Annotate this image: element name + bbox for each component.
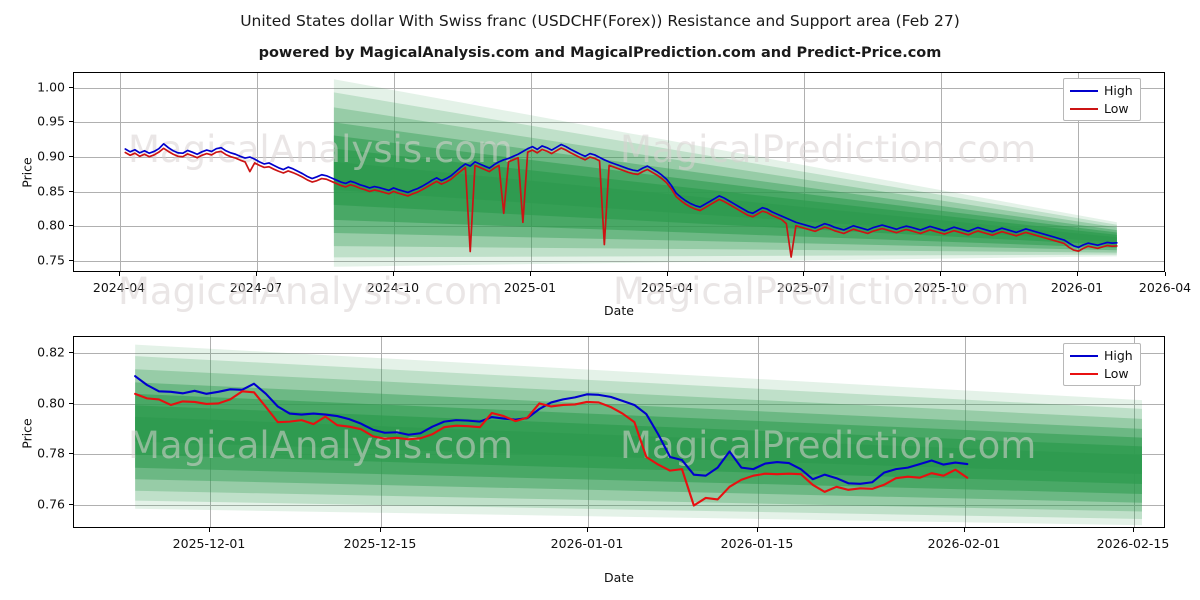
x-axis-tick-label: 2025-10 [913, 280, 967, 295]
gridline-vertical [804, 73, 805, 271]
y-axis-tick-label: 0.82 [37, 344, 65, 360]
legend-label-low: Low [1104, 101, 1129, 116]
y-axis-tick-label: 0.78 [37, 445, 65, 461]
x-axis-tick-label: 2026-01-15 [720, 536, 794, 551]
overview-x-axis-title: Date [604, 303, 634, 318]
x-axis-tick-label: 2025-04 [640, 280, 694, 295]
gridline-horizontal [74, 505, 1164, 506]
legend-label-high-zoom: High [1104, 348, 1133, 363]
y-axis-tick-label: 0.80 [37, 395, 65, 411]
zoom-x-axis-title: Date [604, 570, 634, 585]
y-tick [69, 352, 73, 353]
x-axis-tick-label: 2025-07 [776, 280, 830, 295]
y-tick [69, 225, 73, 226]
overview-legend: High Low [1063, 78, 1141, 121]
legend-swatch-high-zoom [1070, 354, 1098, 357]
x-axis-tick-label: 2026-04 [1138, 280, 1192, 295]
price-series-low [124, 147, 1118, 258]
legend-swatch-low-zoom [1070, 372, 1098, 375]
overview-chart-panel [73, 72, 1165, 272]
zoom-legend: High Low [1063, 343, 1141, 386]
x-tick [380, 528, 381, 532]
legend-swatch-low [1070, 107, 1098, 110]
y-axis-tick-label: 0.80 [37, 217, 65, 233]
x-axis-tick-label: 2026-01-01 [550, 536, 624, 551]
y-tick [69, 260, 73, 261]
x-tick [940, 272, 941, 276]
gridline-vertical [1134, 337, 1135, 527]
gridline-horizontal [74, 122, 1164, 123]
y-tick [69, 504, 73, 505]
legend-entry-low-zoom: Low [1070, 366, 1133, 381]
x-axis-tick-label: 2024-10 [366, 280, 420, 295]
legend-label-low-zoom: Low [1104, 366, 1129, 381]
gridline-horizontal [74, 353, 1164, 354]
gridline-horizontal [74, 404, 1164, 405]
price-series-high [134, 375, 969, 485]
x-axis-tick-label: 2026-02-15 [1096, 536, 1170, 551]
y-tick [69, 121, 73, 122]
y-tick [69, 403, 73, 404]
zoom-plot-frame [73, 336, 1165, 528]
gridline-vertical [257, 73, 258, 271]
gridline-vertical [941, 73, 942, 271]
legend-entry-high-zoom: High [1070, 348, 1133, 363]
gridline-horizontal [74, 88, 1164, 89]
x-axis-tick-label: 2026-01 [1050, 280, 1104, 295]
y-tick [69, 191, 73, 192]
x-axis-tick-label: 2024-07 [229, 280, 283, 295]
legend-entry-high: High [1070, 83, 1133, 98]
y-axis-tick-label: 0.95 [37, 113, 65, 129]
x-tick [1165, 272, 1166, 276]
y-tick [69, 453, 73, 454]
zoom-price-lines [134, 375, 969, 507]
legend-entry-low: Low [1070, 101, 1133, 116]
x-tick [757, 528, 758, 532]
price-series-high [124, 142, 1118, 249]
zoom-chart-panel [73, 336, 1165, 528]
gridline-vertical [668, 73, 669, 271]
gridline-vertical [1078, 73, 1079, 271]
price-series-low [134, 390, 969, 507]
y-axis-tick-label: 0.75 [37, 252, 65, 268]
overview-price-lines [124, 142, 1118, 258]
x-tick [803, 272, 804, 276]
resistance-support-band [135, 416, 1142, 474]
gridline-horizontal [74, 261, 1164, 262]
overview-plot-frame [73, 72, 1165, 272]
x-tick [119, 272, 120, 276]
x-tick [1077, 272, 1078, 276]
overview-support-resistance-bands [333, 79, 1117, 267]
x-tick [667, 272, 668, 276]
page-title: United States dollar With Swiss franc (U… [240, 12, 960, 30]
legend-label-high: High [1104, 83, 1133, 98]
x-tick [587, 528, 588, 532]
x-tick [530, 272, 531, 276]
x-tick [393, 272, 394, 276]
x-axis-tick-label: 2025-12-01 [172, 536, 246, 551]
x-axis-tick-label: 2026-02-01 [927, 536, 1001, 551]
y-tick [69, 87, 73, 88]
x-tick [256, 272, 257, 276]
y-axis-tick-label: 0.90 [37, 148, 65, 164]
y-tick [69, 156, 73, 157]
y-axis-tick-label: 0.76 [37, 496, 65, 512]
gridline-horizontal [74, 157, 1164, 158]
legend-swatch-high [1070, 89, 1098, 92]
x-tick [964, 528, 965, 532]
page-subtitle: powered by MagicalAnalysis.com and Magic… [258, 45, 942, 61]
gridline-vertical [120, 73, 121, 271]
y-axis-tick-label: 0.85 [37, 183, 65, 199]
y-axis-tick-label: 1.00 [37, 79, 65, 95]
x-tick [209, 528, 210, 532]
x-tick [1133, 528, 1134, 532]
x-axis-tick-label: 2024-04 [92, 280, 146, 295]
x-axis-tick-label: 2025-01 [503, 280, 557, 295]
x-axis-tick-label: 2025-12-15 [343, 536, 417, 551]
